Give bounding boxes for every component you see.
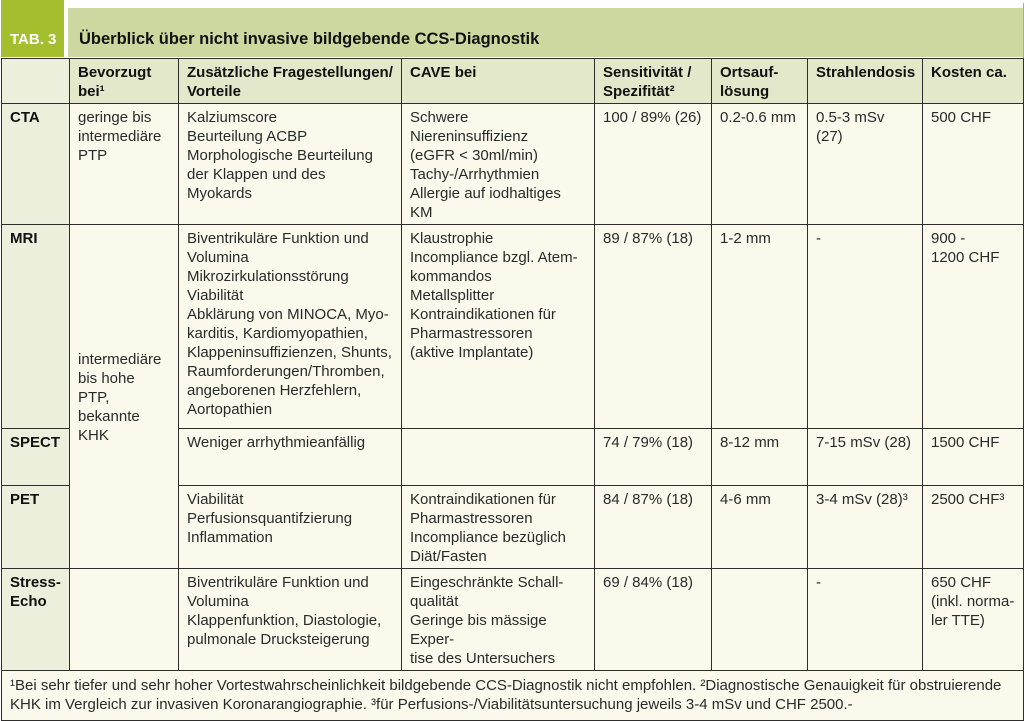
table-row-stress-echo: Stress- Echo Biventrikuläre Funktion und… xyxy=(1,568,1024,671)
cell-cta-kosten: 500 CHF xyxy=(922,103,1024,225)
cell-spect-ortsaufloesung: 8-12 mm xyxy=(711,428,808,486)
table-row-mri: MRI intermediäre bis hohe PTP, bekannte … xyxy=(1,224,1024,569)
cell-stress-echo-cave: Eingeschränkte Schall- qualität Geringe … xyxy=(401,568,595,671)
row-label-pet: PET xyxy=(1,485,70,569)
col-header-cave-bei: CAVE bei xyxy=(401,58,595,104)
table-row-cta: CTA geringe bis intermediäre PTP Kalzium… xyxy=(1,103,1024,225)
table-title: Überblick über nicht invasive bildgebend… xyxy=(68,8,1023,57)
col-header-bevorzugt-bei: Bevorzugt bei¹ xyxy=(69,58,179,104)
footnote-row: ¹Bei sehr tiefer und sehr hoher Vortestw… xyxy=(1,670,1024,721)
col-header-kosten: Kosten ca. xyxy=(922,58,1024,104)
cell-pet-kosten: 2500 CHF³ xyxy=(922,485,1024,569)
cell-spect-strahlendosis: 7-15 mSv (28) xyxy=(807,428,923,486)
header-divider xyxy=(64,0,68,57)
cell-cta-cave: Schwere Niereninsuffizienz (eGFR < 30ml/… xyxy=(401,103,595,225)
col-header-corner xyxy=(1,58,70,104)
table-row-spect: SPECT Weniger arrhythmieanfällig 74 / 79… xyxy=(1,428,1024,486)
cell-spect-kosten: 1500 CHF xyxy=(922,428,1024,486)
row-label-cta: CTA xyxy=(1,103,70,225)
cell-pet-strahlendosis: 3-4 mSv (28)³ xyxy=(807,485,923,569)
col-header-ortsaufloesung: Ortsauf- lösung xyxy=(711,58,808,104)
cell-stress-echo-bevorzugt xyxy=(69,568,179,671)
cell-cta-strahlendosis: 0.5-3 mSv (27) xyxy=(807,103,923,225)
row-label-mri: MRI xyxy=(1,224,70,429)
cell-cta-bevorzugt: geringe bis intermediäre PTP xyxy=(69,103,179,225)
cell-stress-echo-kosten: 650 CHF (inkl. norma- ler TTE) xyxy=(922,568,1024,671)
row-label-stress-echo: Stress- Echo xyxy=(1,568,70,671)
cell-mri-kosten: 900 - 1200 CHF xyxy=(922,224,1024,429)
cell-merged-bevorzugt-mri-spect-pet: intermediäre bis hohe PTP, bekannte KHK xyxy=(69,224,179,569)
cell-cta-sensitivitaet: 100 / 89% (26) xyxy=(594,103,712,225)
table-number-badge: TAB. 3 xyxy=(1,0,64,57)
table-footnote: ¹Bei sehr tiefer und sehr hoher Vortestw… xyxy=(1,670,1024,721)
cell-mri-sensitivitaet: 89 / 87% (18) xyxy=(594,224,712,429)
cell-mri-ortsaufloesung: 1-2 mm xyxy=(711,224,808,429)
cell-stress-echo-strahlendosis: - xyxy=(807,568,923,671)
cell-spect-cave xyxy=(401,428,595,486)
cell-cta-zusatz: Kalziumscore Beurteilung ACBP Morphologi… xyxy=(178,103,402,225)
cell-stress-echo-ortsaufloesung xyxy=(711,568,808,671)
cell-mri-zusatz: Biventrikuläre Funktion und Volumina Mik… xyxy=(178,224,402,429)
cell-pet-sensitivitaet: 84 / 87% (18) xyxy=(594,485,712,569)
row-label-spect: SPECT xyxy=(1,428,70,486)
cell-pet-ortsaufloesung: 4-6 mm xyxy=(711,485,808,569)
cell-spect-zusatz: Weniger arrhythmieanfällig xyxy=(178,428,402,486)
cell-cta-ortsaufloesung: 0.2-0.6 mm xyxy=(711,103,808,225)
col-header-zusaetzliche-fragestellungen: Zusätzliche Fragestellungen/ Vorteile xyxy=(178,58,402,104)
cell-pet-zusatz: Viabilität Perfusionsquantifzierung Infl… xyxy=(178,485,402,569)
cell-stress-echo-zusatz: Biventrikuläre Funktion und Volumina Kla… xyxy=(178,568,402,671)
cell-mri-cave: Klaustrophie Incompliance bzgl. Atem- ko… xyxy=(401,224,595,429)
cell-mri-strahlendosis: - xyxy=(807,224,923,429)
table-header-band: TAB. 3 Überblick über nicht invasive bil… xyxy=(1,0,1023,57)
ccs-diagnostics-table: Bevorzugt bei¹ Zusätzliche Fragestellung… xyxy=(1,58,1024,721)
cell-pet-cave: Kontraindikationen für Pharmastressoren … xyxy=(401,485,595,569)
cell-spect-sensitivitaet: 74 / 79% (18) xyxy=(594,428,712,486)
col-header-sensitivitaet-spezifitaet: Sensitivität / Spezifität² xyxy=(594,58,712,104)
table-row-pet: PET Viabilität Perfusionsquantifzierung … xyxy=(1,485,1024,569)
cell-stress-echo-sensitivitaet: 69 / 84% (18) xyxy=(594,568,712,671)
col-header-strahlendosis: Strahlendosis xyxy=(807,58,923,104)
column-header-row: Bevorzugt bei¹ Zusätzliche Fragestellung… xyxy=(1,58,1024,104)
